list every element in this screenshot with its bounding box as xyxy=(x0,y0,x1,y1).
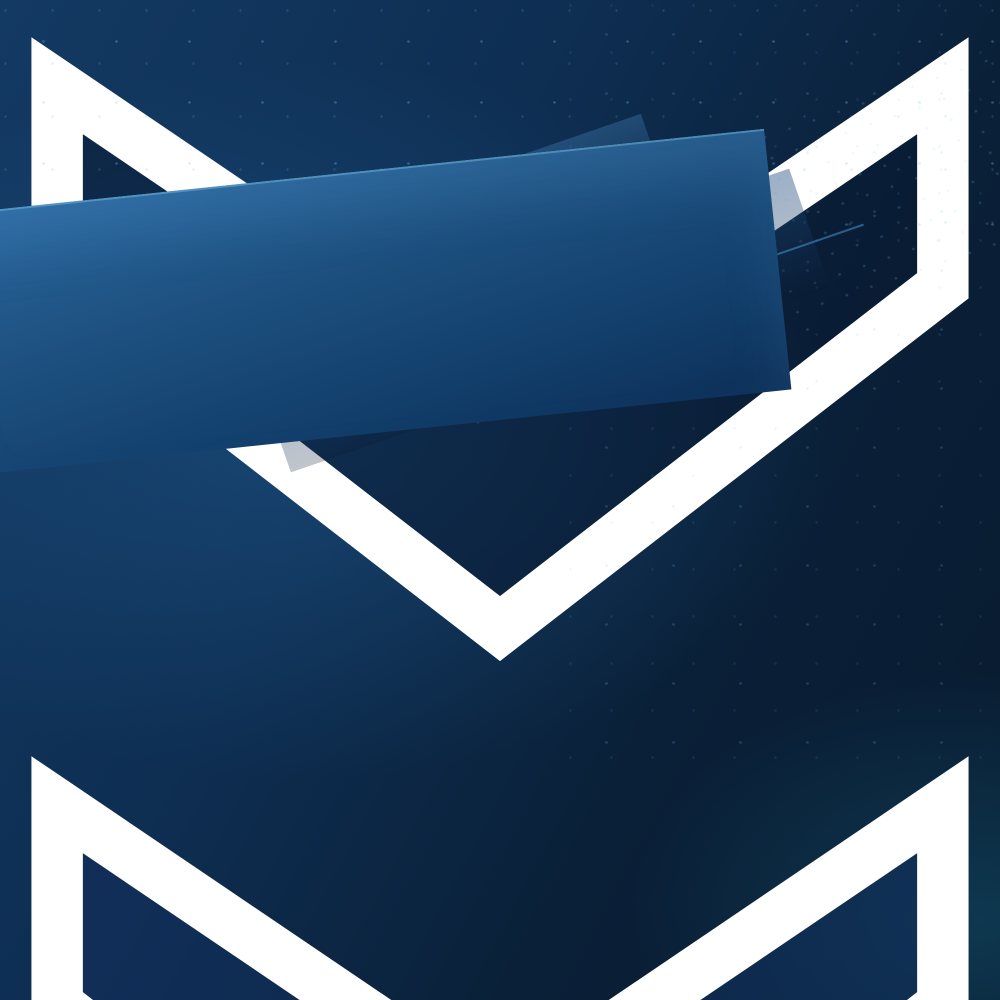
serum-bubble xyxy=(0,224,112,336)
serum-bubble xyxy=(0,112,112,224)
serum-bubble xyxy=(0,896,112,1000)
bubble-field xyxy=(0,0,150,1000)
serum-bubble xyxy=(0,560,112,672)
chevron-down-icon xyxy=(31,756,969,1000)
serum-bubble xyxy=(0,784,112,896)
serum-bubble xyxy=(0,0,112,112)
serum-bubble xyxy=(0,672,112,784)
